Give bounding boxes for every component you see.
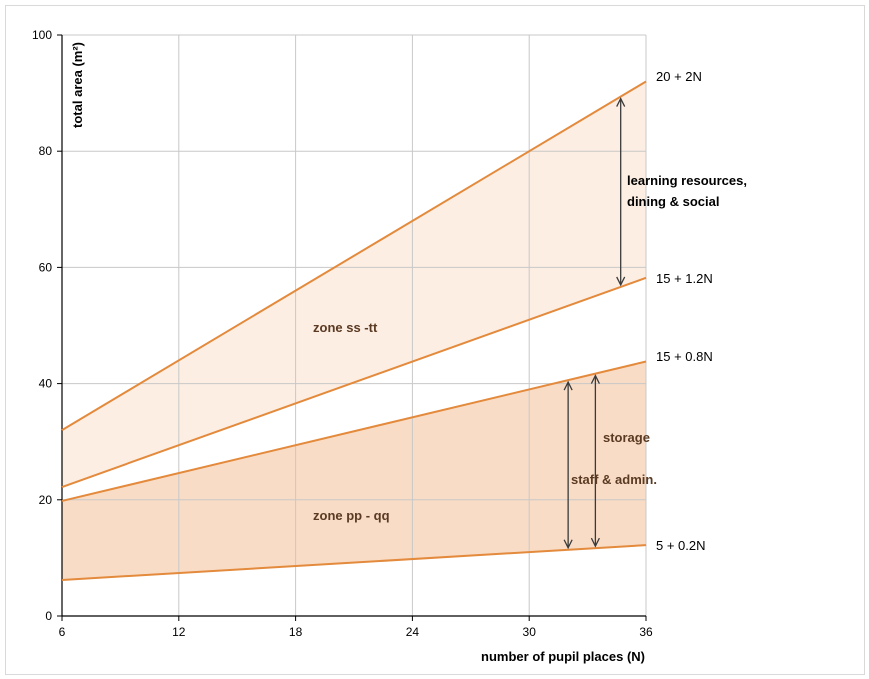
arrow-staff-admin-head-bottom (563, 539, 573, 550)
zone-label-lower: zone pp - qq (313, 508, 390, 523)
y-tick-label-2: 40 (39, 377, 53, 391)
zone-label-upper: zone ss -tt (313, 320, 378, 335)
annotation-learning-line1: learning resources, (627, 173, 747, 188)
annotation-staff-admin: staff & admin. (571, 472, 657, 487)
arrow-storage-head-bottom (590, 537, 600, 548)
series-label-4: 5 + 0.2N (656, 538, 706, 553)
y-tick-label-4: 80 (39, 144, 53, 158)
annotation-arrows (563, 97, 626, 550)
grid-lines (62, 34, 647, 616)
y-tick-label-1: 20 (39, 493, 53, 507)
series-line-1 (61, 80, 647, 431)
x-tick-label-4: 30 (523, 625, 537, 639)
series-line-2 (61, 276, 647, 488)
zone-band-1 (62, 81, 646, 488)
x-tick-label-2: 18 (289, 625, 303, 639)
y-tick-label-3: 60 (39, 260, 53, 274)
annotation-storage: storage (603, 430, 650, 445)
series-lines (61, 80, 647, 581)
series-line-3 (61, 360, 647, 502)
y-axis-title: total area (m²) (70, 42, 85, 128)
zone-bands (62, 81, 646, 580)
arrow-storage-head-top (590, 374, 600, 384)
chart-text: number of pupil places (N) total area (m… (70, 42, 747, 664)
arrow-learning-resources-head-bottom (616, 276, 626, 287)
axes: 0 20 40 60 80 100 6 12 18 24 30 36 (32, 28, 653, 639)
series-line-4 (61, 544, 647, 581)
x-tick-label-0: 6 (59, 625, 66, 639)
series-label-1: 20 + 2N (656, 69, 702, 84)
arrow-learning-resources-head-top (616, 97, 626, 107)
x-axis-title: number of pupil places (N) (481, 649, 645, 664)
series-label-3: 15 + 0.8N (656, 349, 713, 364)
y-tick-label-0: 0 (45, 609, 52, 623)
annotation-learning-line2: dining & social (627, 194, 719, 209)
zone-band-2 (62, 361, 646, 580)
series-label-2: 15 + 1.2N (656, 271, 713, 286)
y-tick-label-5: 100 (32, 28, 52, 42)
x-tick-label-3: 24 (406, 625, 420, 639)
arrow-staff-admin-head-top (563, 380, 573, 391)
x-tick-label-1: 12 (172, 625, 186, 639)
x-tick-label-5: 36 (639, 625, 653, 639)
chart-frame (5, 5, 865, 675)
